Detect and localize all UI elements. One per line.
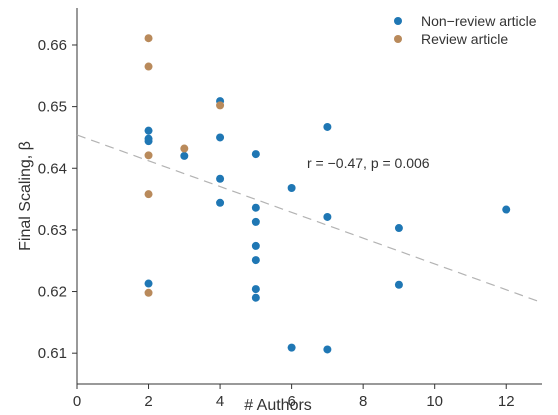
review-point (216, 101, 225, 110)
non-review-point (394, 280, 403, 289)
non-review-point (251, 217, 260, 226)
non-review-point (502, 205, 511, 214)
y-tick-label: 0.66 (38, 37, 67, 54)
x-tick-label: 6 (287, 393, 295, 410)
trend-line (76, 134, 543, 304)
non-review-point (251, 150, 260, 159)
y-tick-label: 0.64 (38, 160, 67, 177)
non-review-point (251, 293, 260, 302)
review-point (144, 62, 153, 71)
y-tick-label: 0.61 (38, 345, 67, 362)
review-point (144, 151, 153, 160)
non-review-point (287, 183, 296, 192)
non-review-point (251, 241, 260, 250)
legend-label: Non−review article (421, 13, 537, 29)
non-review-point (251, 256, 260, 265)
legend-marker (394, 17, 402, 25)
non-review-point (216, 198, 225, 207)
legend-marker (394, 35, 402, 43)
non-review-point (251, 285, 260, 294)
non-review-point (323, 345, 332, 354)
x-tick-label: 0 (73, 393, 81, 410)
correlation-annotation: r = −0.47, p = 0.006 (307, 155, 430, 171)
x-tick-label: 10 (426, 393, 443, 410)
review-point (144, 288, 153, 297)
y-tick-label: 0.63 (38, 222, 67, 239)
x-tick-label: 8 (359, 393, 367, 410)
x-tick-label: 2 (144, 393, 152, 410)
x-axis-title: # Authors (244, 397, 312, 414)
non-review-point (323, 212, 332, 221)
review-point (144, 34, 153, 43)
x-tick-label: 4 (216, 393, 224, 410)
non-review-point (323, 122, 332, 131)
data-points (144, 34, 511, 354)
non-review-point (144, 279, 153, 288)
y-axis-ticks: 0.61 0.62 0.63 0.64 0.65 0.66 (38, 37, 77, 362)
non-review-point (216, 133, 225, 142)
x-tick-label: 12 (498, 393, 515, 410)
x-axis-ticks: 0 2 4 6 8 10 12 (73, 384, 515, 410)
review-point (144, 190, 153, 199)
y-tick-label: 0.65 (38, 99, 67, 116)
non-review-point (144, 137, 153, 146)
non-review-point (251, 203, 260, 212)
non-review-point (180, 151, 189, 160)
non-review-point (287, 343, 296, 352)
legend: Non−review article Review article (394, 13, 537, 47)
review-point (180, 144, 189, 153)
non-review-point (394, 224, 403, 233)
y-tick-label: 0.62 (38, 284, 67, 301)
legend-label: Review article (421, 31, 508, 47)
non-review-point (144, 126, 153, 135)
y-axis-title: Final Scaling, β (17, 141, 34, 251)
non-review-point (216, 174, 225, 183)
